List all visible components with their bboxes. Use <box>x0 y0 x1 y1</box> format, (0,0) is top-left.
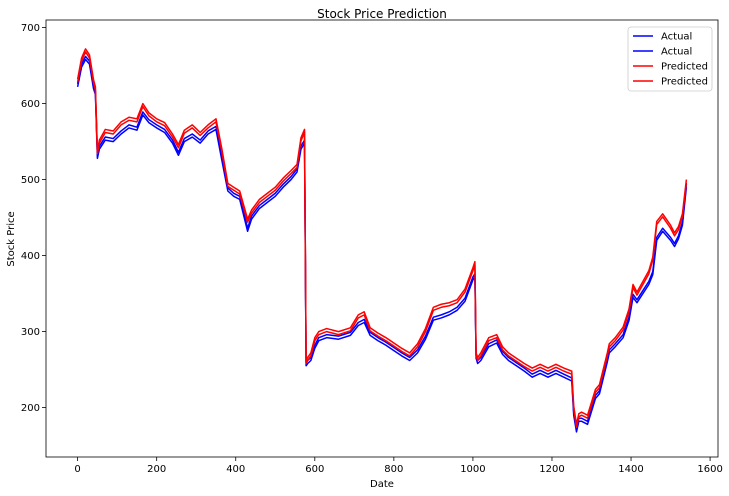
plot-area <box>45 19 719 458</box>
series-line-2 <box>76 55 688 430</box>
legend-box <box>627 26 713 92</box>
x-axis-label: Date <box>370 479 394 490</box>
legend-label-1: Actual <box>661 32 692 43</box>
series-layer <box>76 48 688 433</box>
x-tick-label: 800 <box>384 464 403 475</box>
y-tick-label: 600 <box>21 99 40 110</box>
x-tick-label: 400 <box>226 464 245 475</box>
legend: Actual Actual Predicted Predicted <box>627 26 713 92</box>
x-axis: 0 200 400 600 800 1000 1200 1400 1600 <box>74 457 723 475</box>
y-tick-label: 300 <box>21 327 40 338</box>
chart-title: Stock Price Prediction <box>317 7 447 21</box>
y-tick-label: 700 <box>21 23 40 34</box>
legend-label-4: Predicted <box>661 77 708 88</box>
y-tick-label: 500 <box>21 175 40 186</box>
x-tick-label: 200 <box>147 464 166 475</box>
series-line-3 <box>76 48 688 426</box>
x-tick-label: 600 <box>305 464 324 475</box>
x-tick-label: 0 <box>74 464 80 475</box>
series-line-4 <box>76 51 688 429</box>
legend-label-3: Predicted <box>661 62 708 73</box>
x-tick-label: 1400 <box>618 464 643 475</box>
y-tick-label: 400 <box>21 251 40 262</box>
x-tick-label: 1200 <box>539 464 564 475</box>
y-tick-label: 200 <box>21 403 40 414</box>
y-axis: 200 300 400 500 600 700 <box>21 23 46 414</box>
legend-label-2: Actual <box>661 47 692 58</box>
series-line-1 <box>76 58 688 433</box>
y-axis-label: Stock Price <box>6 211 17 266</box>
x-tick-label: 1600 <box>697 464 722 475</box>
x-tick-label: 1000 <box>460 464 485 475</box>
